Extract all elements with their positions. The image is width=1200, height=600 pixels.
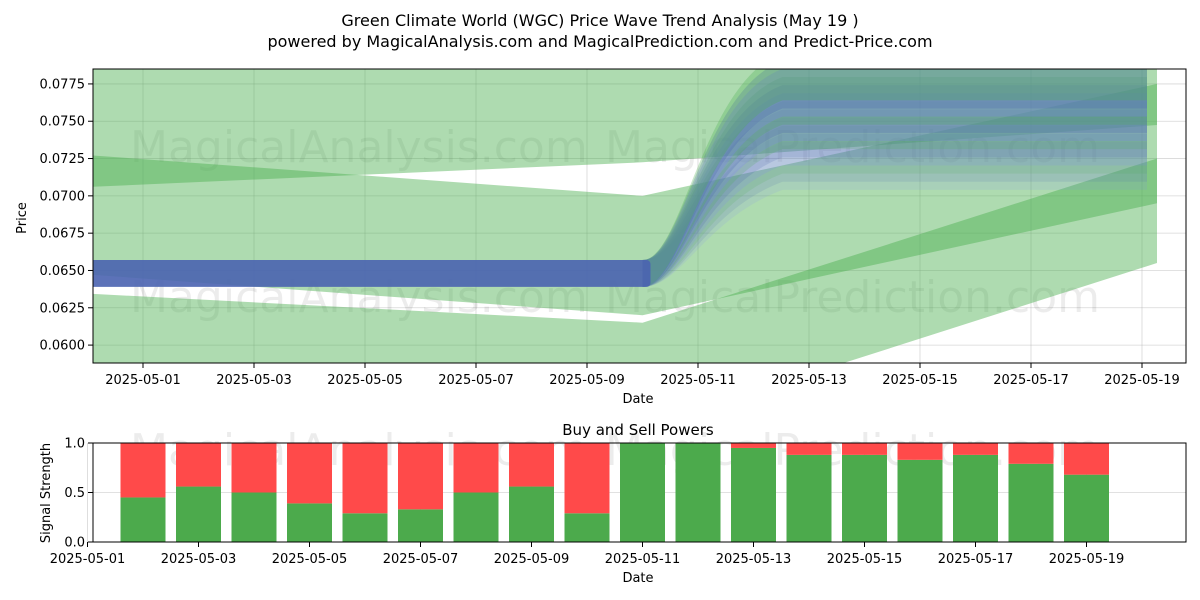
sell-bar bbox=[231, 443, 277, 493]
signal-x-tick-label: 2025-05-05 bbox=[272, 552, 348, 567]
price-plot-frame bbox=[92, 68, 1187, 364]
signal-y-tick-label: 0.0 bbox=[64, 536, 85, 551]
projection-path bbox=[642, 117, 1147, 287]
buy-bar bbox=[1008, 463, 1054, 542]
sell-bar bbox=[1008, 443, 1054, 464]
buy-bar bbox=[953, 454, 998, 542]
sell-bar bbox=[564, 443, 610, 514]
projection-path bbox=[642, 69, 1147, 287]
price-y-tick-label: 0.0650 bbox=[40, 264, 86, 279]
sell-bar bbox=[842, 443, 887, 455]
watermark: MagicalPrediction.com bbox=[605, 272, 1100, 323]
sell-bar bbox=[509, 443, 554, 487]
projection-path bbox=[642, 125, 1147, 287]
price-y-tick-label: 0.0700 bbox=[40, 189, 86, 204]
projection-path bbox=[642, 85, 1147, 287]
sell-bar bbox=[176, 443, 221, 487]
buy-bar bbox=[897, 459, 943, 542]
buy-bar bbox=[176, 486, 221, 542]
projection-path bbox=[642, 142, 1147, 287]
trend-band-2 bbox=[93, 83, 1157, 316]
projection-path bbox=[642, 101, 1147, 287]
signal-x-tick-label: 2025-05-09 bbox=[494, 552, 570, 567]
trend-band-1 bbox=[93, 69, 1157, 187]
signal-x-tick-label: 2025-05-07 bbox=[383, 552, 459, 567]
watermark: MagicalAnalysis.com bbox=[130, 122, 588, 173]
signal-x-tick-label: 2025-05-03 bbox=[161, 552, 237, 567]
price-x-tick-label: 2025-05-07 bbox=[438, 373, 514, 388]
buy-bar bbox=[342, 513, 388, 542]
trend-band-3 bbox=[93, 158, 1157, 363]
buy-bar bbox=[731, 447, 776, 542]
price-x-tick-label: 2025-05-13 bbox=[771, 373, 847, 388]
projection-path bbox=[642, 93, 1147, 287]
price-y-axis-label: Price bbox=[15, 202, 30, 234]
sell-bar bbox=[120, 443, 166, 498]
sell-bar bbox=[786, 443, 832, 455]
signal-y-axis-label: Signal Strength bbox=[39, 443, 54, 543]
price-x-tick-label: 2025-05-01 bbox=[105, 373, 181, 388]
buy-bar bbox=[398, 509, 443, 542]
price-y-tick-label: 0.0600 bbox=[40, 339, 86, 354]
sell-bar bbox=[287, 443, 332, 504]
sell-bar bbox=[398, 443, 443, 510]
price-y-tick-label: 0.0625 bbox=[40, 301, 86, 316]
sell-bar bbox=[342, 443, 388, 514]
sell-bar bbox=[453, 443, 499, 493]
price-x-tick-label: 2025-05-17 bbox=[993, 373, 1069, 388]
signal-y-tick-label: 0.5 bbox=[64, 486, 85, 501]
buy-bar bbox=[786, 454, 832, 542]
buy-bar bbox=[620, 443, 665, 542]
sell-bar bbox=[897, 443, 943, 460]
buy-bar bbox=[1064, 474, 1109, 542]
price-y-tick-label: 0.0750 bbox=[40, 115, 86, 130]
projection-path bbox=[642, 69, 1147, 287]
signal-panel: MagicalAnalysis.comMagicalPrediction.com… bbox=[50, 425, 1187, 567]
price-x-tick-label: 2025-05-19 bbox=[1104, 373, 1180, 388]
buy-bar bbox=[231, 492, 277, 542]
buy-bar bbox=[675, 443, 721, 542]
signal-x-tick-label: 2025-05-13 bbox=[716, 552, 792, 567]
price-x-tick-label: 2025-05-15 bbox=[882, 373, 958, 388]
price-x-axis-label: Date bbox=[622, 392, 653, 407]
price-x-tick-label: 2025-05-05 bbox=[327, 373, 403, 388]
price-x-tick-label: 2025-05-09 bbox=[549, 373, 625, 388]
signal-x-axis-label: Date bbox=[622, 571, 653, 586]
signal-x-tick-label: 2025-05-11 bbox=[605, 552, 681, 567]
signal-y-tick-label: 1.0 bbox=[64, 437, 85, 452]
buy-bar bbox=[120, 497, 166, 542]
price-panel: MagicalAnalysis.com MagicalPrediction.com… bbox=[40, 68, 1187, 388]
price-plot-area bbox=[93, 69, 1186, 363]
sell-bar bbox=[731, 443, 776, 448]
price-band bbox=[93, 260, 651, 287]
signal-chart-title: Buy and Sell Powers bbox=[562, 421, 714, 439]
sell-bar bbox=[1064, 443, 1109, 475]
projection-path bbox=[642, 69, 1147, 287]
buy-bar bbox=[287, 503, 332, 542]
signal-x-tick-label: 2025-05-01 bbox=[50, 552, 126, 567]
projection-path bbox=[642, 77, 1147, 287]
price-y-tick-label: 0.0775 bbox=[40, 77, 86, 92]
projection-path bbox=[642, 109, 1147, 287]
price-x-tick-label: 2025-05-11 bbox=[660, 373, 736, 388]
chart-subtitle: powered by MagicalAnalysis.com and Magic… bbox=[267, 32, 932, 51]
price-bands-layer: MagicalAnalysis.com MagicalPrediction.com… bbox=[93, 69, 1157, 363]
price-y-tick-label: 0.0725 bbox=[40, 152, 86, 167]
projection-path bbox=[642, 133, 1147, 287]
price-y-tick-label: 0.0675 bbox=[40, 227, 86, 242]
price-x-tick-label: 2025-05-03 bbox=[216, 373, 292, 388]
buy-bar bbox=[509, 486, 554, 542]
sell-bar bbox=[953, 443, 998, 455]
signal-x-tick-label: 2025-05-15 bbox=[827, 552, 903, 567]
buy-bar bbox=[453, 492, 499, 542]
watermark: MagicalPrediction.com bbox=[605, 122, 1100, 173]
chart-title: Green Climate World (WGC) Price Wave Tre… bbox=[341, 11, 858, 30]
buy-bar bbox=[564, 513, 610, 542]
signal-x-tick-label: 2025-05-17 bbox=[938, 552, 1014, 567]
buy-bar bbox=[842, 454, 887, 542]
signal-x-tick-label: 2025-05-19 bbox=[1049, 552, 1125, 567]
